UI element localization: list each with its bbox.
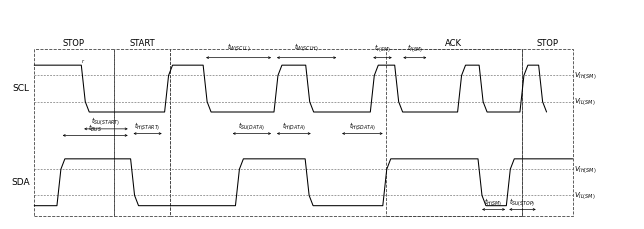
Text: $t_{SU(STOP)}$: $t_{SU(STOP)}$ — [509, 196, 536, 208]
Text: r: r — [81, 59, 84, 64]
Text: $t_{SU(DATA)}$: $t_{SU(DATA)}$ — [238, 120, 265, 132]
Text: SCL: SCL — [13, 84, 30, 93]
Text: $V_{IL(SM)}$: $V_{IL(SM)}$ — [574, 96, 596, 107]
Text: $t_{SU(START)}$: $t_{SU(START)}$ — [91, 115, 120, 127]
Text: STOP: STOP — [536, 39, 558, 48]
Text: $t_{r(SM)}$: $t_{r(SM)}$ — [374, 42, 391, 54]
Text: START: START — [129, 39, 155, 48]
Text: $t_{W(SCLH)}$: $t_{W(SCLH)}$ — [294, 41, 319, 53]
Text: $V_{IH(SM)}$: $V_{IH(SM)}$ — [574, 164, 596, 174]
Text: $t_{H(SM)}$: $t_{H(SM)}$ — [484, 196, 503, 208]
Bar — [170, 49, 522, 216]
Text: $t_{H(START)}$: $t_{H(START)}$ — [135, 120, 161, 132]
Text: SDA: SDA — [11, 178, 30, 187]
Text: $V_{IH(SM)}$: $V_{IH(SM)}$ — [574, 70, 596, 81]
Text: $t_{W(SCLL)}$: $t_{W(SCLL)}$ — [227, 41, 251, 53]
Bar — [34, 49, 113, 216]
Text: $t_{BUS}$: $t_{BUS}$ — [88, 123, 102, 134]
Text: $t_{H(DATA)}$: $t_{H(DATA)}$ — [282, 120, 306, 132]
Text: STOP: STOP — [63, 39, 85, 48]
Text: $t_{f(SM)}$: $t_{f(SM)}$ — [406, 42, 423, 54]
Bar — [522, 49, 573, 216]
Bar — [386, 49, 522, 216]
Text: $V_{IL(SM)}$: $V_{IL(SM)}$ — [574, 190, 596, 201]
Text: ACK: ACK — [445, 39, 462, 48]
Bar — [113, 49, 170, 216]
Text: $t_{H(SDATA)}$: $t_{H(SDATA)}$ — [349, 120, 376, 132]
